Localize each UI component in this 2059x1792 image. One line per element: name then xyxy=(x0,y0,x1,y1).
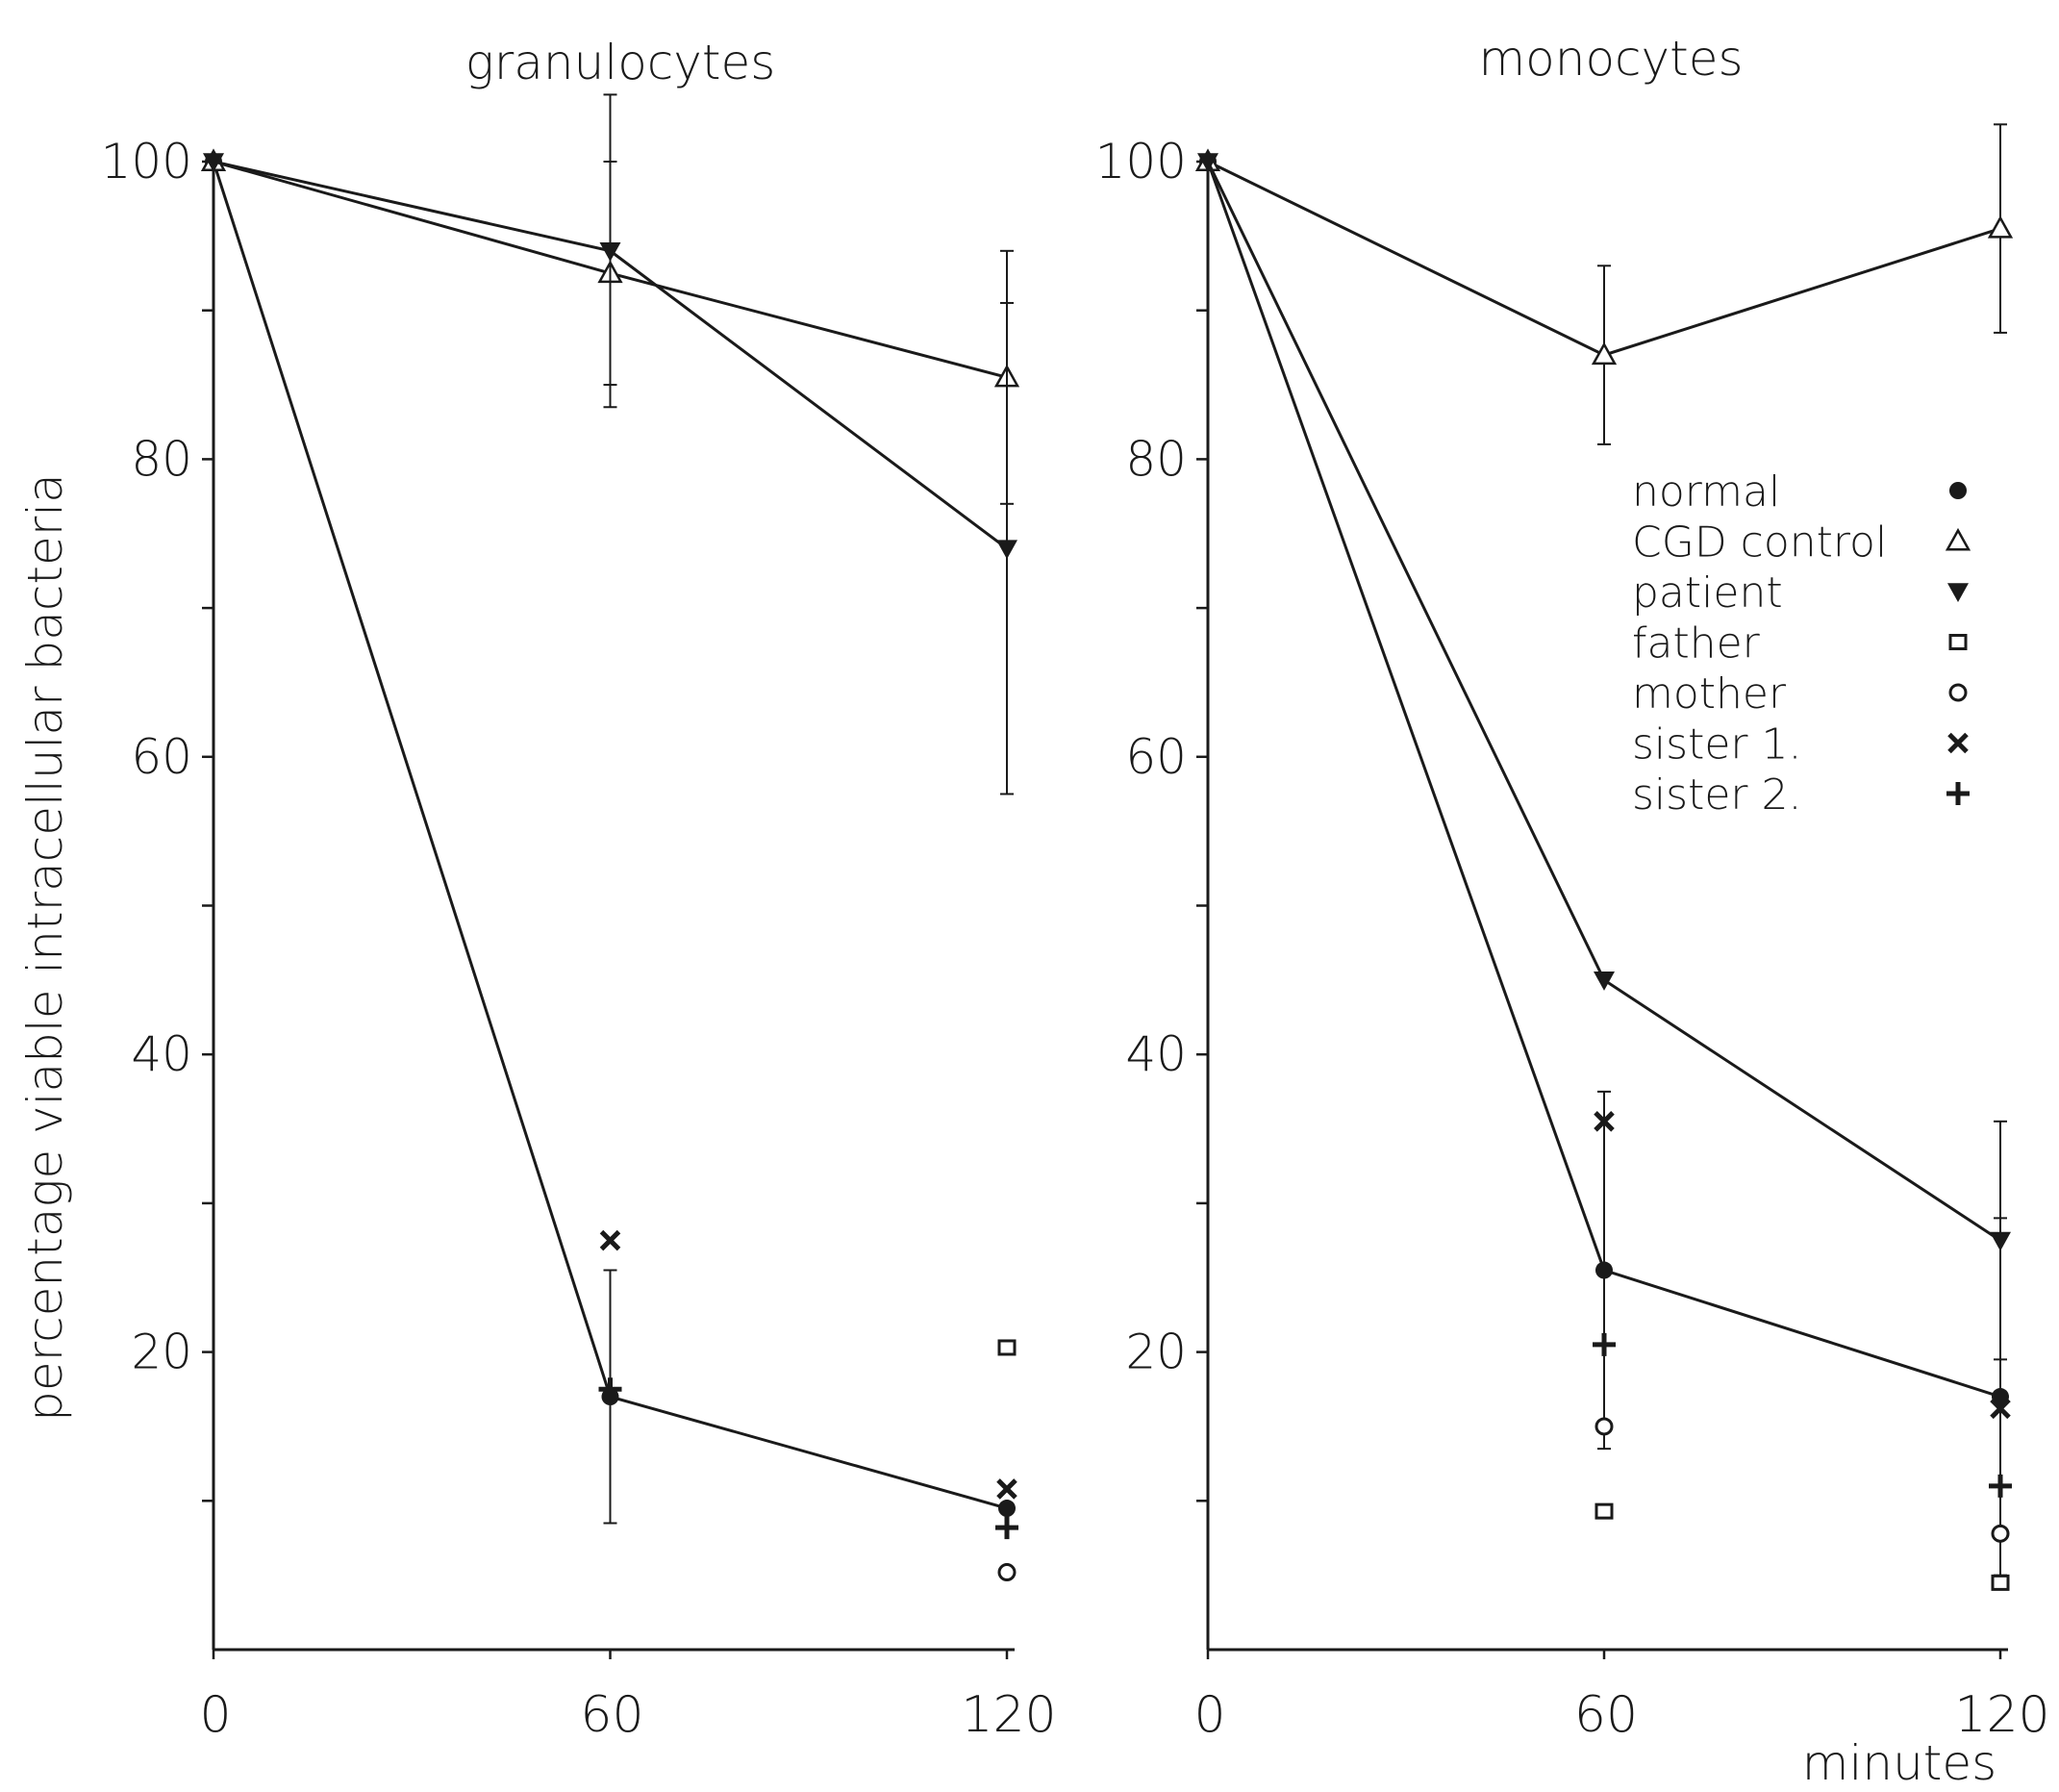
data-point-mother xyxy=(1991,1524,2010,1543)
y-tick-label: 100 xyxy=(101,134,192,189)
legend-label-mother: mother xyxy=(1632,669,1787,719)
y-tick-label: 40 xyxy=(131,1026,192,1082)
data-point-patient xyxy=(1594,972,1615,991)
data-point-sister-2 xyxy=(995,1516,1018,1540)
series-father xyxy=(1594,1502,2010,1591)
legend-label-sister-1: sister 1. xyxy=(1632,720,1801,770)
monocytes-panel: monocytes minutes 20 40 60 80 100 0 60 120 xyxy=(1095,31,2050,1791)
data-point-father xyxy=(1991,1574,2010,1591)
series-mother xyxy=(997,1563,1017,1582)
data-point-patient xyxy=(203,153,224,172)
series-sister-1 xyxy=(599,1229,1017,1500)
series-patient xyxy=(1197,153,2011,1361)
y-tick-label: 60 xyxy=(131,729,192,785)
series-sister-1 xyxy=(1594,1111,2011,1420)
legend-label-normal: normal xyxy=(1632,467,1780,517)
y-tick-label: 20 xyxy=(131,1325,192,1380)
series-sister-2 xyxy=(598,1377,1018,1540)
legend-label-patient: patient xyxy=(1632,568,1783,618)
x-tick-label: 60 xyxy=(1574,1686,1638,1744)
data-point-sister-1 xyxy=(1990,1398,2011,1420)
series-patient xyxy=(203,93,1017,795)
data-point-sister-1 xyxy=(1594,1111,1615,1132)
y-tick-label: 80 xyxy=(131,431,192,487)
legend-label-cgd-control: CGD control xyxy=(1632,518,1887,568)
x-axis-label: minutes xyxy=(1802,1735,1996,1791)
data-point-patient xyxy=(1197,153,1218,172)
series-cgd-control xyxy=(1194,123,2014,445)
series-mother xyxy=(1594,1417,2010,1543)
legend-label-sister-2: sister 2. xyxy=(1632,770,1801,820)
data-point-normal xyxy=(998,1500,1016,1518)
data-point-father xyxy=(1594,1502,1614,1520)
legend-marker-cgd-control xyxy=(1945,527,1971,551)
data-point-cgd-control xyxy=(1987,215,2014,239)
data-point-patient xyxy=(996,540,1017,560)
y-axis-label: percentage viable intracellular bacteria xyxy=(17,473,73,1422)
panel-title-monocytes: monocytes xyxy=(1478,31,1743,87)
x-tick-label: 0 xyxy=(1193,1686,1225,1744)
data-point-patient xyxy=(599,242,621,262)
x-tick-label: 120 xyxy=(1954,1686,2049,1744)
x-tick-label: 60 xyxy=(580,1686,643,1744)
y-tick-label: 80 xyxy=(1125,431,1187,487)
legend-marker-mother xyxy=(1948,683,1968,702)
data-point-sister-2 xyxy=(598,1377,622,1401)
data-point-sister-1 xyxy=(996,1478,1017,1500)
data-point-mother xyxy=(1594,1417,1614,1436)
series-sister-2 xyxy=(1593,1332,2012,1498)
series-father xyxy=(997,1339,1017,1356)
y-tick-label: 20 xyxy=(1125,1325,1187,1380)
data-point-father xyxy=(997,1339,1017,1356)
legend-marker-sister-2 xyxy=(1946,782,1970,805)
x-tick-label: 0 xyxy=(199,1686,231,1744)
legend-label-father: father xyxy=(1632,619,1761,669)
data-point-normal xyxy=(1595,1261,1613,1279)
y-tick-label: 60 xyxy=(1125,729,1187,785)
data-point-sister-2 xyxy=(1989,1474,2012,1498)
legend-marker-sister-1 xyxy=(1947,732,1969,754)
data-point-cgd-control xyxy=(1591,341,1618,366)
granulocytes-panel: granulocytes percentage viable intracell… xyxy=(17,35,1057,1744)
data-point-patient xyxy=(1990,1231,2011,1251)
data-point-sister-2 xyxy=(1593,1332,1616,1356)
y-tick-label: 100 xyxy=(1095,134,1187,189)
legend-marker-normal xyxy=(1949,482,1967,499)
legend-marker-father xyxy=(1948,634,1968,650)
x-tick-label: 120 xyxy=(961,1686,1056,1744)
y-tick-label: 40 xyxy=(1125,1026,1187,1082)
panel-title-granulocytes: granulocytes xyxy=(465,35,776,90)
legend-marker-patient xyxy=(1947,583,1969,602)
data-point-mother xyxy=(997,1563,1017,1582)
data-point-sister-1 xyxy=(599,1229,621,1251)
